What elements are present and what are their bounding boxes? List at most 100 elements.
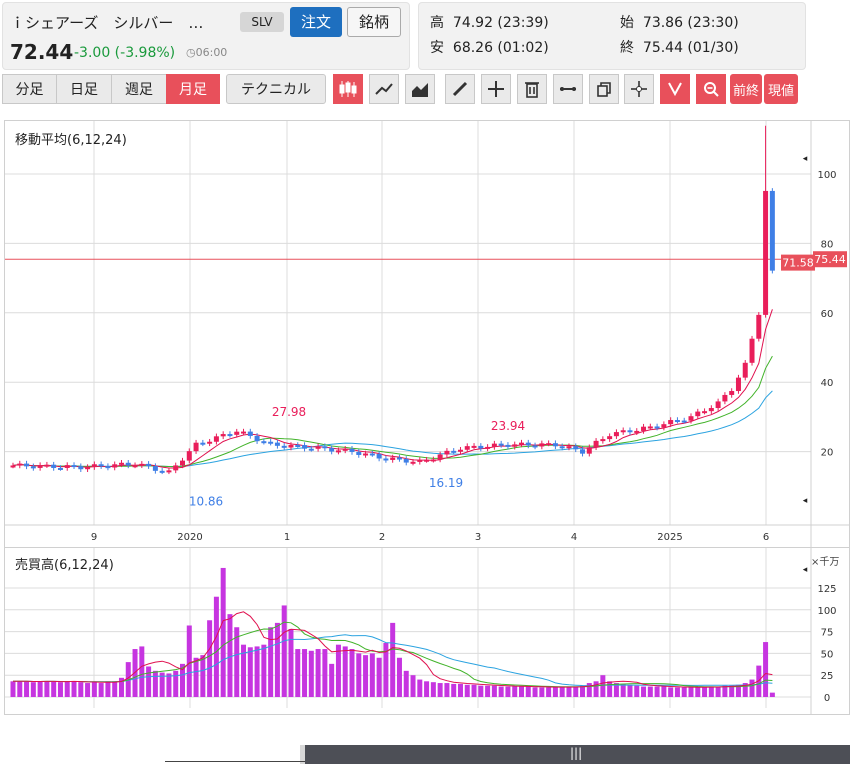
area-chart-icon[interactable]	[405, 74, 435, 104]
candle-body	[769, 190, 775, 271]
candle-body	[763, 190, 769, 315]
tab-weekly[interactable]: 週足	[111, 74, 167, 104]
ohlc-panel	[418, 2, 806, 70]
prev-close-label: 75.44	[814, 253, 846, 266]
navigator-window[interactable]	[305, 745, 850, 764]
price-x-tick-label: 3	[475, 532, 481, 543]
scroll-up-marker: ◂	[803, 154, 808, 164]
candle-body	[335, 450, 341, 453]
candle-body	[729, 391, 735, 395]
candle-body	[383, 458, 389, 461]
candle-body	[410, 461, 416, 464]
candle-body	[607, 436, 613, 440]
price-x-tick-label: 9	[91, 532, 97, 543]
volume-bar	[417, 679, 423, 697]
volume-axis-tick-label: 125	[817, 584, 836, 595]
volume-bar	[647, 686, 653, 697]
volume-unit: ×千万	[811, 557, 840, 568]
price-annotation: 10.86	[189, 494, 223, 508]
candle-body	[498, 443, 504, 446]
candlestick-icon[interactable]	[333, 74, 363, 104]
line-chart-icon[interactable]	[369, 74, 399, 104]
navigator-handle-icon[interactable]: |||	[570, 746, 583, 760]
volume-bar	[729, 685, 735, 697]
candle-body	[274, 442, 280, 446]
symbol-button[interactable]: 銘柄	[347, 7, 401, 37]
volume-bar	[546, 687, 552, 697]
candle-body	[139, 463, 145, 466]
volume-bar	[315, 649, 321, 697]
volume-bar	[118, 677, 124, 697]
candle-body	[661, 424, 667, 428]
candle-body	[471, 445, 477, 448]
candle-body	[71, 465, 77, 468]
order-button[interactable]: 注文	[290, 7, 342, 37]
candle-body	[552, 443, 558, 447]
volume-bar	[254, 646, 260, 697]
volume-scroll-marker: ◂	[803, 565, 808, 575]
candle-body	[10, 465, 16, 468]
volume-bar	[519, 686, 524, 697]
volume-bar	[607, 681, 613, 697]
candle-body	[390, 457, 396, 460]
trash-icon[interactable]	[517, 74, 547, 104]
volume-bar	[302, 649, 308, 697]
crosshair-icon[interactable]	[624, 74, 654, 104]
candle-body	[505, 444, 511, 447]
candle-body	[464, 446, 470, 450]
price-x-tick-label: 2	[379, 532, 385, 543]
scroll-down-marker: ◂	[803, 496, 808, 506]
last-price-tag	[781, 254, 815, 271]
horizontal-line-icon[interactable]	[553, 74, 583, 104]
candle-body	[261, 441, 267, 444]
volume-bar	[756, 665, 762, 697]
candle-body	[444, 450, 450, 455]
price-annotation: 27.98	[272, 405, 306, 419]
volume-bar	[464, 684, 470, 697]
volume-bar	[688, 687, 694, 697]
volume-bar	[390, 622, 396, 697]
volume-bar	[44, 681, 50, 697]
volume-bar	[559, 686, 565, 697]
candle-body	[227, 434, 233, 437]
candle-body	[268, 441, 274, 444]
candle-body	[159, 470, 165, 473]
candle-body	[363, 453, 369, 456]
volume-bar	[159, 672, 165, 697]
volume-bar	[708, 686, 714, 697]
move-icon[interactable]	[481, 74, 511, 104]
price-x-tick-label: 2020	[177, 532, 202, 543]
volume-bar	[268, 627, 274, 697]
zoom-out-icon[interactable]	[696, 74, 726, 104]
copy-icon[interactable]	[589, 74, 619, 104]
candle-body	[735, 377, 741, 392]
technical-button[interactable]: テクニカル	[226, 74, 326, 104]
volume-bar	[71, 681, 77, 697]
candle-body	[342, 448, 348, 451]
volume-bar	[132, 649, 138, 697]
tab-minute[interactable]: 分足	[2, 74, 57, 104]
volume-bar	[342, 646, 348, 697]
magnet-icon[interactable]	[660, 74, 690, 104]
navigator-line	[165, 761, 305, 762]
ticker-badge: SLV	[240, 12, 284, 32]
volume-chart[interactable]: 025507510012592020123420256◂	[5, 548, 849, 731]
volume-axis-tick-label: 25	[821, 671, 834, 682]
price-x-tick-label: 4	[571, 532, 577, 543]
prev-close-button[interactable]: 前終	[730, 74, 762, 104]
volume-axis-tick-label: 75	[821, 628, 834, 639]
volume-bar	[491, 685, 497, 697]
current-value-button[interactable]: 現値	[764, 74, 798, 104]
volume-bar	[363, 655, 369, 697]
candle-body	[152, 466, 158, 471]
volume-bar	[288, 628, 294, 697]
candle-body	[620, 430, 626, 433]
update-time: ◷06:00	[186, 46, 228, 59]
tab-daily[interactable]: 日足	[56, 74, 112, 104]
pencil-icon[interactable]	[445, 74, 475, 104]
volume-bar	[695, 687, 701, 697]
tab-monthly[interactable]: 月足	[166, 74, 220, 104]
price-annotation: 16.19	[429, 476, 463, 490]
candle-body	[207, 441, 213, 444]
